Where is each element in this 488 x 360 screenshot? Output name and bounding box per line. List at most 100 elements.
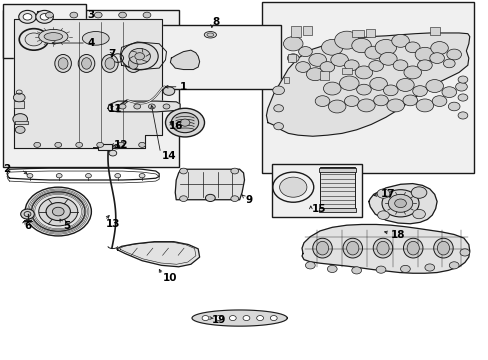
Circle shape: [364, 46, 382, 59]
Circle shape: [305, 262, 315, 269]
Circle shape: [339, 76, 358, 90]
Circle shape: [455, 82, 467, 91]
Circle shape: [369, 77, 386, 90]
Circle shape: [459, 249, 469, 256]
Circle shape: [70, 12, 78, 18]
Circle shape: [410, 187, 426, 198]
Circle shape: [40, 14, 49, 20]
Text: 10: 10: [163, 273, 177, 283]
Circle shape: [273, 123, 283, 130]
Circle shape: [163, 104, 169, 109]
Bar: [303, 26, 311, 35]
Ellipse shape: [312, 238, 331, 258]
Ellipse shape: [204, 32, 216, 38]
Circle shape: [85, 174, 91, 178]
Circle shape: [97, 142, 103, 147]
Circle shape: [446, 49, 461, 60]
Bar: [98, 144, 112, 149]
Circle shape: [25, 33, 42, 46]
Text: 5: 5: [63, 221, 70, 230]
Circle shape: [298, 46, 312, 57]
Text: 3: 3: [87, 10, 95, 20]
Text: 19: 19: [211, 315, 225, 325]
Circle shape: [430, 41, 447, 54]
Text: 16: 16: [168, 121, 183, 131]
Circle shape: [368, 60, 383, 71]
Circle shape: [55, 142, 61, 147]
Polygon shape: [192, 310, 287, 326]
Text: 13: 13: [105, 219, 120, 229]
Circle shape: [412, 210, 425, 219]
Circle shape: [36, 10, 53, 23]
Bar: [319, 208, 355, 212]
Text: 18: 18: [390, 230, 405, 239]
Circle shape: [431, 96, 446, 107]
Circle shape: [315, 96, 329, 107]
Ellipse shape: [55, 54, 71, 72]
Circle shape: [375, 266, 385, 273]
Circle shape: [202, 316, 208, 320]
Circle shape: [283, 37, 303, 51]
Bar: [271, 163, 361, 217]
Circle shape: [76, 142, 82, 147]
Bar: [366, 30, 374, 37]
Polygon shape: [117, 242, 199, 267]
Circle shape: [334, 31, 358, 49]
Ellipse shape: [206, 33, 213, 37]
Circle shape: [374, 40, 396, 55]
Text: 6: 6: [24, 221, 31, 230]
Text: 14: 14: [161, 150, 176, 161]
Circle shape: [121, 42, 158, 70]
Circle shape: [429, 53, 444, 63]
Text: 7: 7: [108, 49, 115, 59]
Circle shape: [387, 194, 412, 212]
Ellipse shape: [372, 238, 392, 258]
Circle shape: [109, 150, 117, 156]
Circle shape: [327, 265, 336, 273]
Polygon shape: [14, 12, 161, 148]
Circle shape: [215, 316, 222, 320]
Circle shape: [383, 85, 397, 96]
Circle shape: [171, 113, 198, 133]
Circle shape: [39, 197, 78, 226]
Circle shape: [115, 174, 121, 178]
Circle shape: [56, 174, 62, 178]
Circle shape: [230, 196, 238, 202]
Circle shape: [457, 76, 467, 83]
Circle shape: [394, 199, 406, 208]
Circle shape: [441, 87, 456, 98]
Circle shape: [379, 52, 396, 65]
Circle shape: [386, 99, 404, 112]
Circle shape: [205, 194, 215, 202]
Bar: [320, 71, 328, 80]
Circle shape: [143, 12, 151, 18]
Ellipse shape: [128, 58, 138, 69]
Circle shape: [457, 94, 467, 101]
Circle shape: [356, 84, 370, 95]
Circle shape: [457, 112, 467, 119]
Circle shape: [417, 60, 431, 71]
Circle shape: [119, 104, 126, 109]
Bar: [261, 3, 473, 173]
Circle shape: [15, 126, 25, 134]
Bar: [3, 10, 178, 167]
Ellipse shape: [316, 241, 328, 255]
Text: 17: 17: [380, 189, 395, 199]
Circle shape: [330, 53, 347, 66]
Text: 8: 8: [212, 17, 220, 27]
Circle shape: [377, 211, 388, 220]
Circle shape: [391, 35, 408, 47]
Circle shape: [402, 95, 417, 106]
Circle shape: [344, 96, 358, 107]
Circle shape: [118, 142, 124, 147]
Circle shape: [179, 168, 187, 174]
Text: 1: 1: [180, 82, 187, 92]
Text: 2: 2: [3, 164, 11, 174]
Ellipse shape: [403, 238, 422, 258]
Bar: [429, 27, 439, 35]
Circle shape: [139, 142, 145, 147]
Circle shape: [129, 48, 150, 64]
Text: 9: 9: [245, 195, 252, 205]
Circle shape: [306, 68, 324, 81]
Bar: [288, 54, 295, 62]
